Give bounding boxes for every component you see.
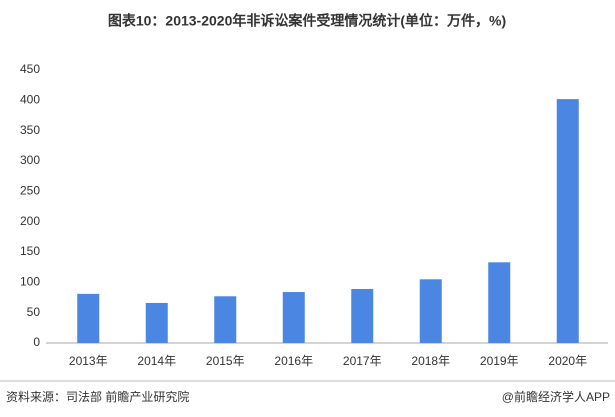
- bar: [214, 296, 237, 343]
- x-tick-label: 2020年: [548, 354, 587, 368]
- bar: [556, 99, 579, 344]
- bar: [282, 292, 305, 343]
- x-tick-label: 2018年: [411, 354, 450, 368]
- bar: [419, 279, 442, 343]
- x-tick-label: 2019年: [480, 354, 519, 368]
- chart-title: 图表10：2013-2020年非诉讼案件受理情况统计(单位：万件，%): [108, 13, 506, 29]
- credit: @前瞻经济学人APP: [502, 389, 610, 404]
- source: 资料来源：司法部 前瞻产业研究院: [6, 389, 189, 404]
- x-tick-label: 2014年: [137, 354, 176, 368]
- y-tick-label: 50: [27, 305, 41, 319]
- y-tick-label: 150: [20, 244, 40, 258]
- bar: [77, 293, 100, 343]
- y-tick-label: 250: [20, 184, 40, 198]
- x-tick-label: 2015年: [206, 354, 245, 368]
- y-tick-label: 450: [20, 62, 40, 76]
- x-tick-label: 2013年: [69, 354, 108, 368]
- bar: [488, 262, 511, 343]
- y-tick-label: 350: [20, 123, 40, 137]
- y-tick-label: 0: [33, 335, 40, 349]
- x-tick-label: 2017年: [343, 354, 382, 368]
- y-tick-label: 200: [20, 214, 40, 228]
- x-tick-label: 2016年: [274, 354, 313, 368]
- bar: [351, 289, 374, 343]
- y-tick-label: 400: [20, 93, 40, 107]
- y-tick-label: 300: [20, 153, 40, 167]
- y-tick-label: 100: [20, 275, 40, 289]
- bar: [145, 302, 168, 343]
